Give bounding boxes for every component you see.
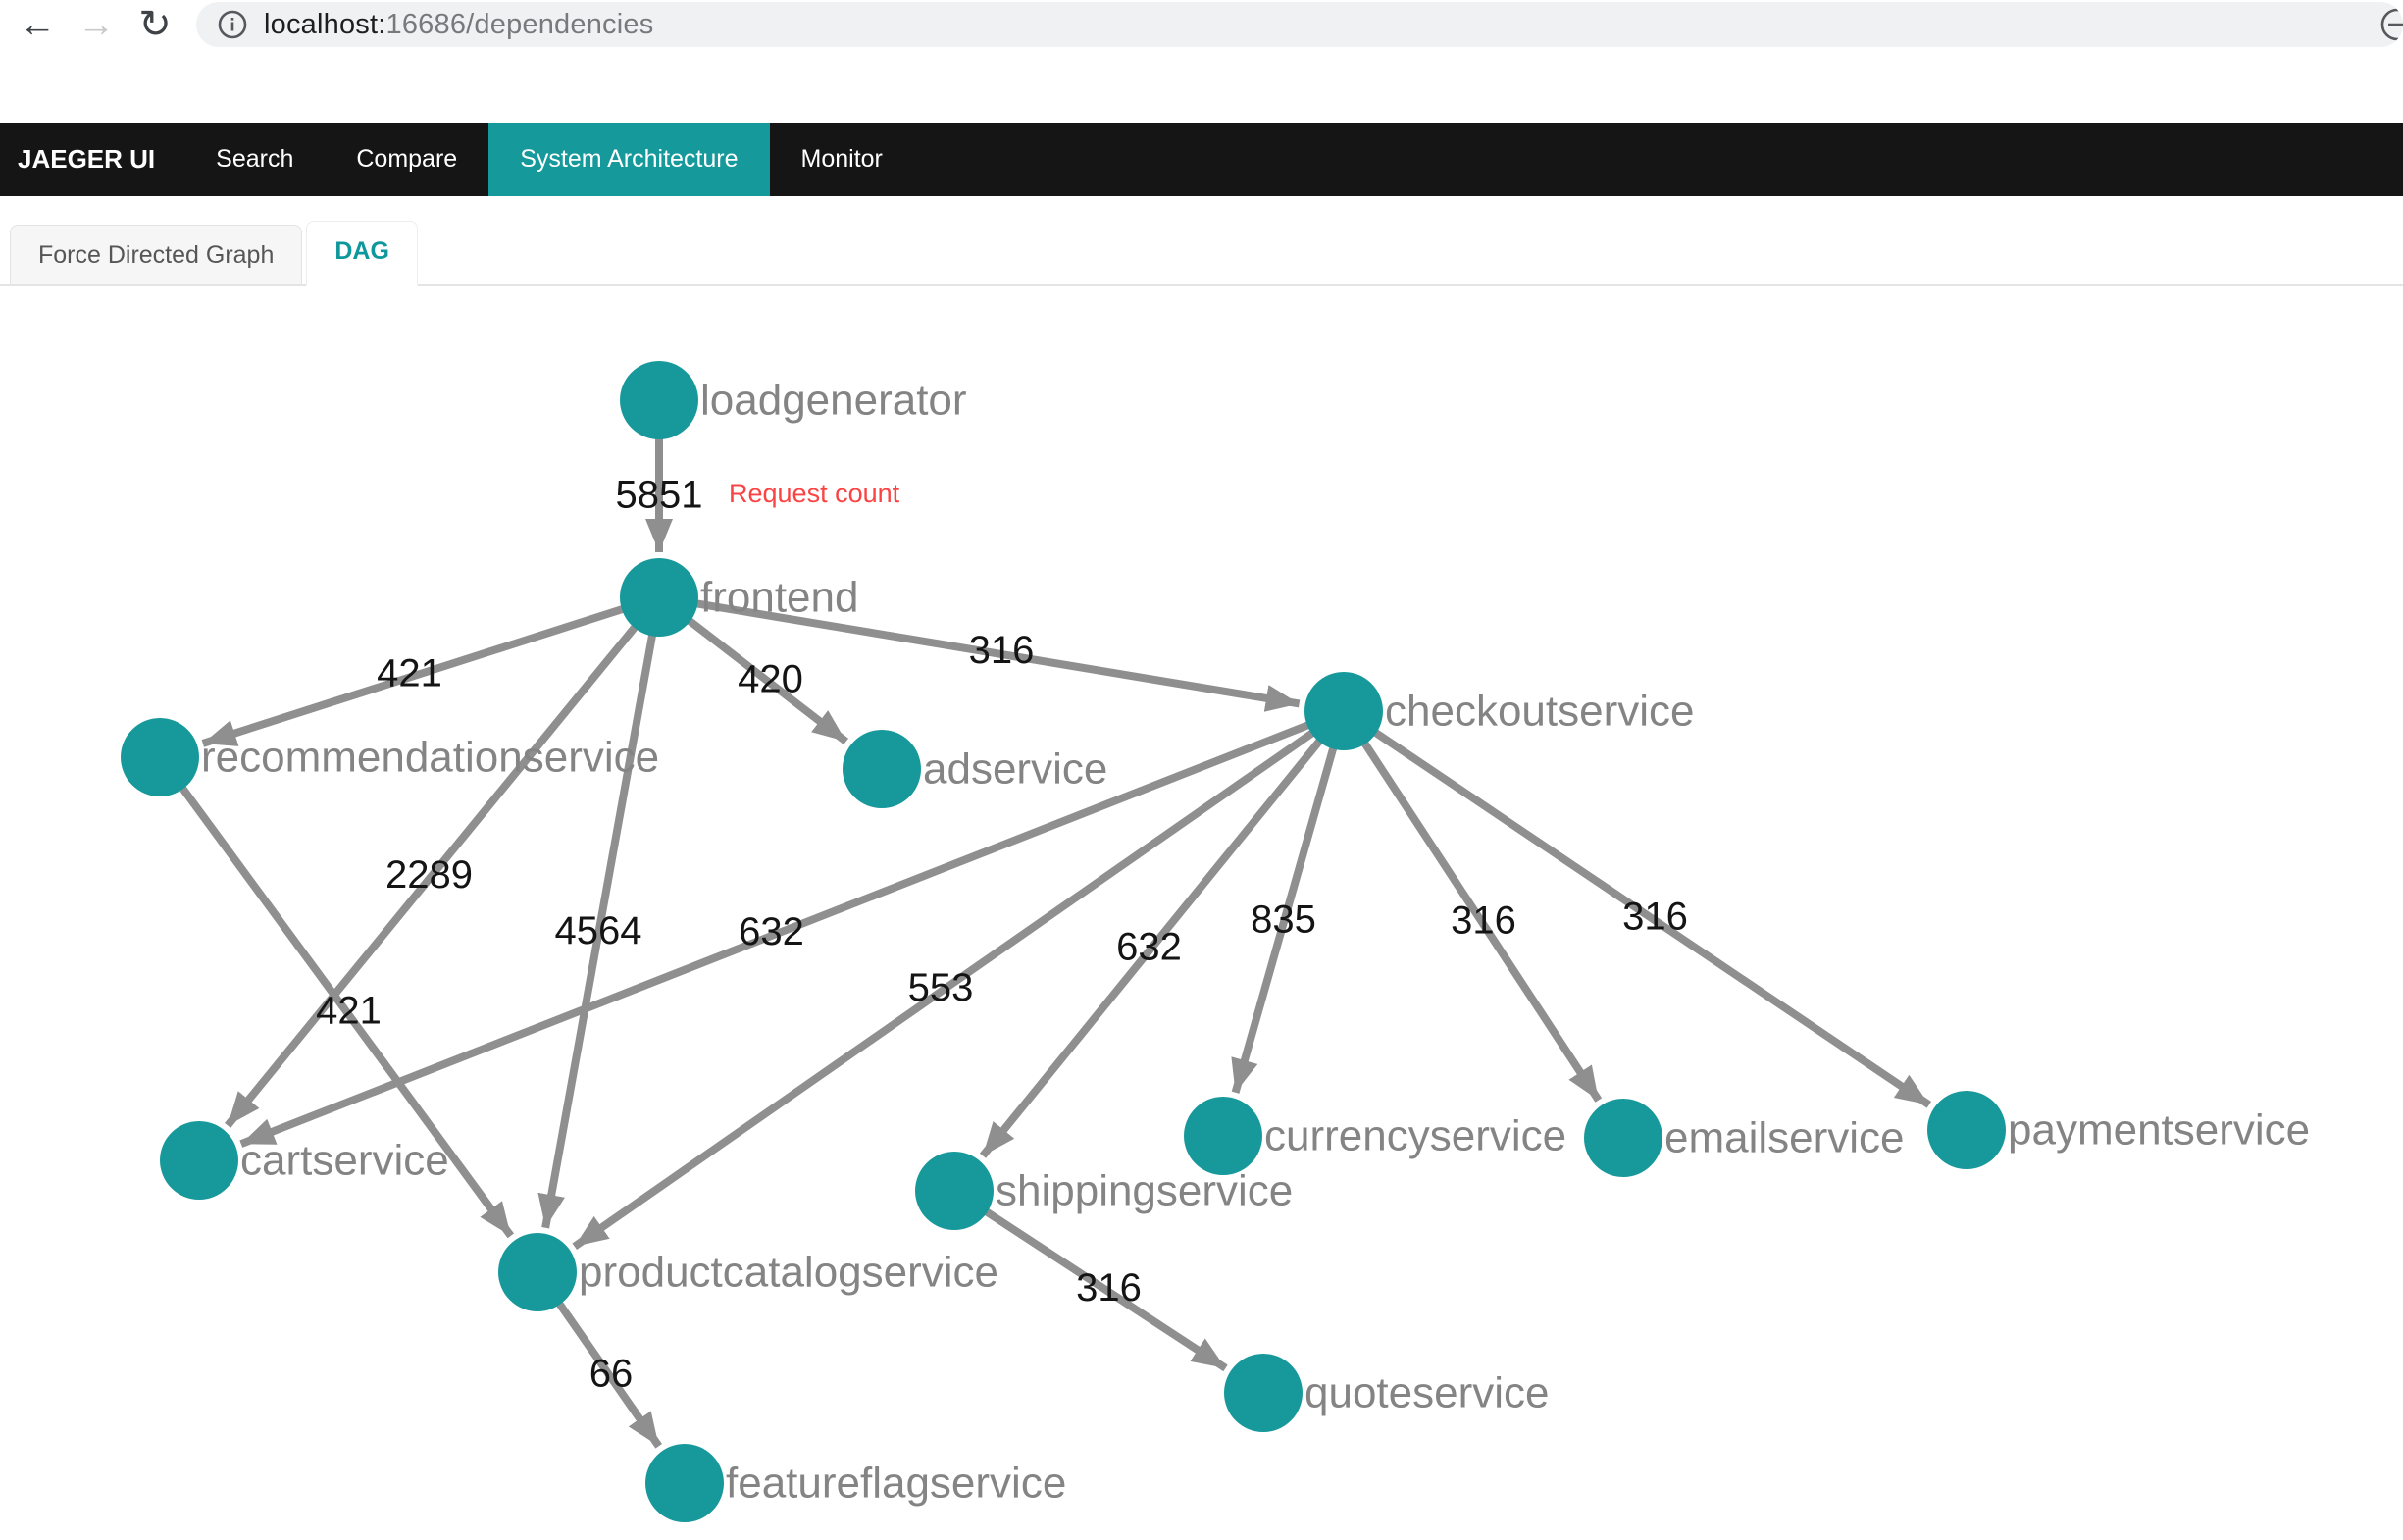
service-label-quoteservice: quoteservice [1304,1369,1549,1417]
edge-checkoutservice-to-cartservice [239,707,1346,1148]
url-origin: localhost: [264,8,386,40]
service-label-paymentservice: paymentservice [2008,1106,2310,1155]
url-bar-right-icon[interactable] [2376,6,2403,47]
service-node-productcatalogservice [498,1233,577,1311]
service-label-cartservice: cartservice [240,1137,449,1185]
service-label-checkoutservice: checkoutservice [1385,688,1694,736]
edge-frontend-to-productcatalogservice [537,596,663,1229]
service-node-emailservice [1584,1099,1662,1177]
view-tabs: Force Directed Graph DAG [0,196,2403,286]
service-label-frontend: frontend [700,574,858,622]
nav-item-search[interactable]: Search [216,145,294,173]
edge-count-checkoutservice-to-paymentservice: 316 [1622,896,1688,939]
service-node-quoteservice [1224,1354,1303,1432]
url-path: 16686/dependencies [385,8,654,40]
edge-count-frontend-to-productcatalogservice: 4564 [555,909,642,952]
edge-checkoutservice-to-productcatalogservice [572,707,1347,1251]
edge-count-checkoutservice-to-currencyservice: 835 [1251,898,1316,942]
tab-dag[interactable]: DAG [306,221,418,286]
edge-count-checkoutservice-to-cartservice: 632 [739,910,804,953]
edge-frontend-to-checkoutservice [658,593,1301,712]
nav-item-compare[interactable]: Compare [356,145,458,173]
service-node-adservice [843,730,921,808]
edge-count-loadgenerator-to-frontend: 5851 [616,474,703,517]
service-label-loadgenerator: loadgenerator [700,377,967,425]
url-text: localhost:16686/dependencies [264,9,653,41]
edge-shippingservice-to-quoteservice [951,1187,1228,1372]
service-node-recommendationservice [121,718,199,796]
edge-frontend-to-recommendationservice [201,593,661,747]
browser-back-button[interactable]: ← [19,4,56,45]
edge-recommendationservice-to-productcatalogservice [156,754,515,1239]
edge-count-frontend-to-checkoutservice: 316 [969,629,1035,672]
edge-count-frontend-to-adservice: 420 [738,658,803,701]
graph-nodes: loadgenerator frontend recommendationservi… [121,361,2310,1522]
service-label-emailservice: emailservice [1664,1114,1905,1162]
edge-checkoutservice-to-paymentservice [1341,707,1932,1108]
service-label-adservice: adservice [923,745,1107,794]
browser-reload-button[interactable]: ↻ [138,3,172,46]
service-node-featureflagservice [645,1444,724,1522]
service-node-currencyservice [1184,1097,1262,1175]
page-info-icon[interactable] [216,8,249,41]
browser-chrome: ← → ↻ localhost:16686/dependencies [0,0,2403,49]
edge-checkoutservice-to-shippingservice [979,708,1348,1158]
edge-count-checkoutservice-to-shippingservice: 632 [1116,926,1182,969]
edge-checkoutservice-to-currencyservice [1231,709,1348,1094]
edge-count-checkoutservice-to-emailservice: 316 [1451,899,1516,943]
service-node-paymentservice [1927,1091,2006,1169]
edge-checkoutservice-to-emailservice [1340,708,1603,1103]
request-count-note: Request count [729,479,900,508]
service-label-currencyservice: currencyservice [1264,1112,1566,1160]
service-label-featureflagservice: featureflagservice [726,1460,1066,1508]
nav-item-system-architecture[interactable]: System Architecture [488,123,770,196]
service-label-recommendationservice: recommendationservice [201,734,659,782]
edge-count-productcatalogservice-to-featureflagservice: 66 [589,1353,634,1396]
edge-count-recommendationservice-to-productcatalogservice: 421 [316,990,382,1033]
nav-item-monitor[interactable]: Monitor [800,145,883,173]
graph-edge-labels: 5851 421 420 316 2289 4564 421 632 553 632 835 316 3… [316,474,1688,1396]
edge-frontend-to-cartservice [225,594,663,1128]
jaeger-navbar: JAEGER UI Search Compare System Architec… [0,123,2403,196]
browser-forward-button[interactable]: → [77,4,115,45]
service-node-checkoutservice [1304,672,1383,750]
tab-force-directed-graph[interactable]: Force Directed Graph [10,225,303,284]
graph-edges [156,400,1932,1449]
service-label-productcatalogservice: productcatalogservice [579,1249,998,1297]
edge-frontend-to-adservice [656,593,849,745]
edge-count-frontend-to-recommendationservice: 421 [377,652,442,695]
service-node-cartservice [160,1121,238,1200]
service-node-loadgenerator [620,361,698,439]
edge-count-shippingservice-to-quoteservice: 316 [1076,1266,1142,1309]
service-node-shippingservice [915,1152,994,1230]
url-bar[interactable]: localhost:16686/dependencies [196,2,2403,47]
service-label-shippingservice: shippingservice [996,1167,1293,1215]
edge-count-frontend-to-cartservice: 2289 [385,853,473,897]
jaeger-brand[interactable]: JAEGER UI [18,144,156,174]
service-node-frontend [620,558,698,637]
edge-count-checkoutservice-to-productcatalogservice: 553 [908,966,974,1009]
